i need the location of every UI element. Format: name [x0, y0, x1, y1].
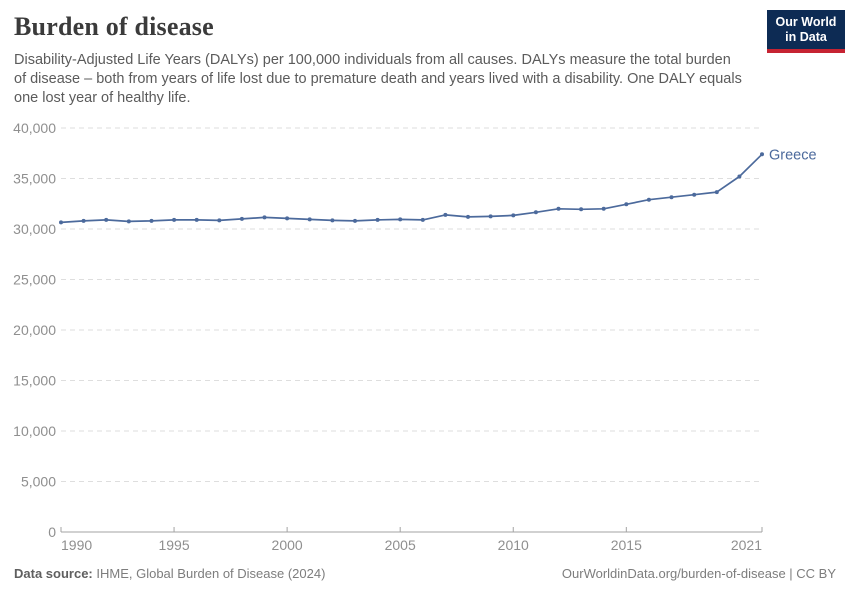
data-point[interactable] — [533, 210, 538, 215]
y-tick-label: 0 — [48, 524, 56, 540]
data-point[interactable] — [669, 195, 674, 200]
data-point[interactable] — [81, 218, 86, 223]
x-tick-label: 1995 — [158, 537, 189, 553]
data-point[interactable] — [239, 216, 244, 221]
data-point[interactable] — [714, 190, 719, 195]
data-point[interactable] — [420, 217, 425, 222]
owid-logo-line1: Our World — [775, 15, 837, 29]
data-line[interactable] — [60, 153, 763, 224]
chart-footer: Data source: IHME, Global Burden of Dise… — [14, 566, 836, 581]
data-point[interactable] — [466, 214, 470, 219]
y-tick-label: 35,000 — [13, 171, 56, 187]
data-point[interactable] — [262, 215, 267, 220]
y-tick-label: 20,000 — [13, 322, 56, 338]
y-tick-label: 25,000 — [13, 272, 56, 288]
x-tick-label: 2000 — [272, 537, 303, 553]
data-point[interactable] — [646, 197, 651, 202]
data-point[interactable] — [511, 213, 516, 218]
data-point[interactable] — [488, 214, 493, 219]
data-point[interactable] — [59, 220, 63, 225]
license-link[interactable]: OurWorldinData.org/burden-of-disease | C… — [561, 566, 836, 581]
data-point[interactable] — [398, 217, 403, 222]
data-point[interactable] — [149, 218, 154, 223]
data-point[interactable] — [126, 219, 131, 224]
owid-logo[interactable]: Our World in Data — [767, 10, 845, 53]
data-point[interactable] — [737, 174, 742, 179]
y-tick-label: 5,000 — [21, 474, 56, 490]
data-point[interactable] — [194, 217, 199, 222]
data-point[interactable] — [353, 218, 357, 223]
x-tick-label: 2010 — [498, 537, 529, 553]
data-point[interactable] — [601, 206, 606, 211]
data-point[interactable] — [760, 152, 764, 157]
data-point[interactable] — [375, 217, 380, 222]
data-source-value: IHME, Global Burden of Disease (2024) — [96, 566, 326, 581]
x-tick-label: 2015 — [611, 537, 642, 553]
chart-subtitle: Disability-Adjusted Life Years (DALYs) p… — [14, 52, 742, 106]
data-point[interactable] — [285, 216, 290, 221]
x-tick-label: 2005 — [385, 537, 416, 553]
data-point[interactable] — [104, 217, 109, 222]
x-tick-label: 1990 — [61, 537, 92, 553]
data-source-label: Data source: — [14, 566, 93, 581]
owid-logo-line2: in Data — [785, 30, 827, 44]
data-point[interactable] — [307, 217, 312, 222]
x-tick-label: 2021 — [731, 537, 762, 553]
data-point[interactable] — [330, 218, 335, 223]
data-point[interactable] — [172, 217, 177, 222]
data-point[interactable] — [443, 212, 448, 217]
data-point[interactable] — [624, 202, 629, 207]
y-tick-label: 40,000 — [13, 120, 56, 136]
y-tick-label: 15,000 — [13, 373, 56, 389]
data-point[interactable] — [556, 206, 561, 211]
data-source: Data source: IHME, Global Burden of Dise… — [14, 566, 325, 581]
data-point[interactable] — [579, 207, 584, 212]
data-point[interactable] — [692, 192, 697, 197]
data-point[interactable] — [217, 218, 222, 223]
y-tick-label: 10,000 — [13, 423, 56, 439]
page-title: Burden of disease — [14, 12, 214, 41]
y-tick-label: 30,000 — [13, 221, 56, 237]
entity-label[interactable]: Greece — [769, 147, 817, 163]
